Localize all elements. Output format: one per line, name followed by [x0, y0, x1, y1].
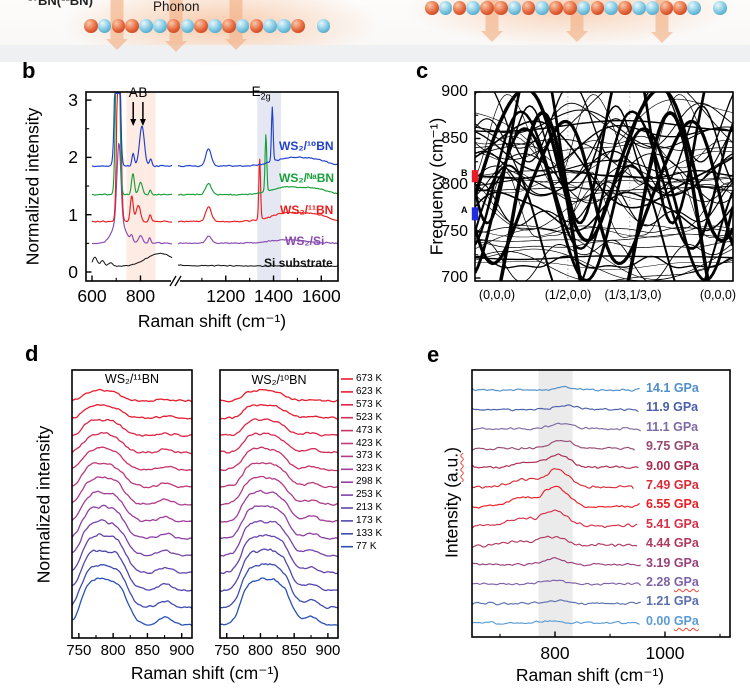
panel-d-axis-box — [219, 369, 339, 639]
spectrum-line — [72, 388, 192, 403]
axis-break-mark — [174, 275, 182, 287]
shaded-band — [257, 92, 282, 281]
phonon-band-line — [475, 171, 733, 238]
spectrum-line — [177, 264, 338, 268]
phonon-arrow-icon — [651, 0, 673, 43]
phonon-arrow-icon — [566, 0, 588, 42]
phonon-band-line — [475, 255, 733, 269]
phonon-band-line — [475, 181, 733, 227]
spectrum-line — [220, 403, 338, 421]
mode-marker-A — [471, 207, 479, 221]
phonon-band-line — [475, 225, 733, 238]
spectrum-line — [91, 92, 172, 168]
spectrum-line — [177, 158, 338, 223]
spectrum-line — [91, 252, 173, 267]
spectrum-line — [72, 403, 192, 421]
panel-a-bottom-band — [0, 45, 750, 62]
phonon-arrow-icon — [225, 0, 247, 50]
spectrum-line — [472, 579, 642, 586]
spectrum-line — [220, 462, 338, 489]
spectrum-line — [472, 468, 634, 490]
spectrum-line — [220, 388, 338, 403]
shaded-band — [538, 370, 573, 637]
spectrum-line — [72, 533, 192, 574]
spectrum-line — [72, 431, 192, 455]
spectrum-line — [72, 519, 192, 557]
spectrum-line — [472, 620, 640, 625]
axis-break-gap — [171, 276, 180, 287]
spectrum-line — [220, 489, 338, 523]
phonon-band-line — [475, 119, 733, 266]
spectrum-line — [220, 432, 338, 454]
spectrum-line — [91, 92, 173, 223]
phonon-band-line — [475, 248, 733, 281]
spectrum-line — [72, 418, 192, 437]
spectrum-line — [472, 453, 639, 469]
annotation-arrowhead — [139, 119, 146, 126]
spectrum-line — [472, 509, 638, 529]
phonon-band-line — [475, 227, 733, 233]
spectrum-line — [220, 520, 338, 558]
spectrum-line — [472, 385, 640, 392]
phonon-arrow-icon — [481, 0, 503, 42]
panel-b-axis-box — [85, 91, 339, 282]
spectrum-line — [72, 564, 192, 610]
spectrum-line — [72, 476, 192, 506]
phonon-arrow-icon — [165, 0, 187, 52]
spectrum-line — [220, 418, 338, 438]
spectrum-line — [472, 485, 640, 509]
panel-e-axis-box — [471, 369, 731, 638]
phonon-arrow-icon — [106, 0, 128, 50]
phonon-band-line — [475, 228, 733, 280]
phonon-band-line — [475, 102, 733, 149]
spectrum-line — [178, 134, 338, 196]
spectrum-line — [72, 549, 192, 592]
spectrum-line — [472, 404, 639, 413]
mode-marker-B — [471, 170, 479, 183]
spectrum-line — [472, 535, 638, 548]
spectrum-line — [472, 557, 641, 567]
phonon-band-line — [475, 92, 733, 160]
phonon-band-line — [475, 119, 733, 133]
phonon-band-line — [475, 261, 733, 270]
spectrum-line — [91, 92, 173, 196]
annotation-arrowhead — [130, 119, 137, 126]
spectrum-line — [72, 490, 192, 523]
panel-d-axis-box — [71, 369, 193, 639]
phonon-band-line — [475, 250, 733, 281]
axis-break-mark — [169, 275, 177, 287]
spectrum-line — [220, 548, 338, 592]
spectrum-line — [220, 446, 338, 472]
spectrum-line — [177, 106, 338, 168]
spectrum-line — [72, 462, 192, 489]
spectrum-line — [220, 563, 338, 610]
phonon-band-line — [475, 110, 733, 250]
panel-c-axis-box — [474, 91, 734, 282]
spectrum-line — [472, 599, 641, 606]
phonon-band-line — [498, 111, 710, 281]
spectrum-line — [91, 142, 173, 245]
spectrum-line — [220, 475, 338, 506]
spectrum-line — [472, 440, 635, 451]
phonon-band-line — [475, 127, 733, 281]
spectrum-line — [177, 235, 338, 245]
spectrum-line — [72, 446, 192, 472]
phonon-band-line — [475, 94, 733, 185]
spectrum-line — [472, 422, 641, 432]
spectrum-line — [72, 577, 192, 627]
spectrum-line — [220, 577, 338, 626]
spectrum-line — [72, 504, 192, 540]
spectrum-line — [220, 505, 338, 540]
spectrum-line — [220, 534, 338, 575]
